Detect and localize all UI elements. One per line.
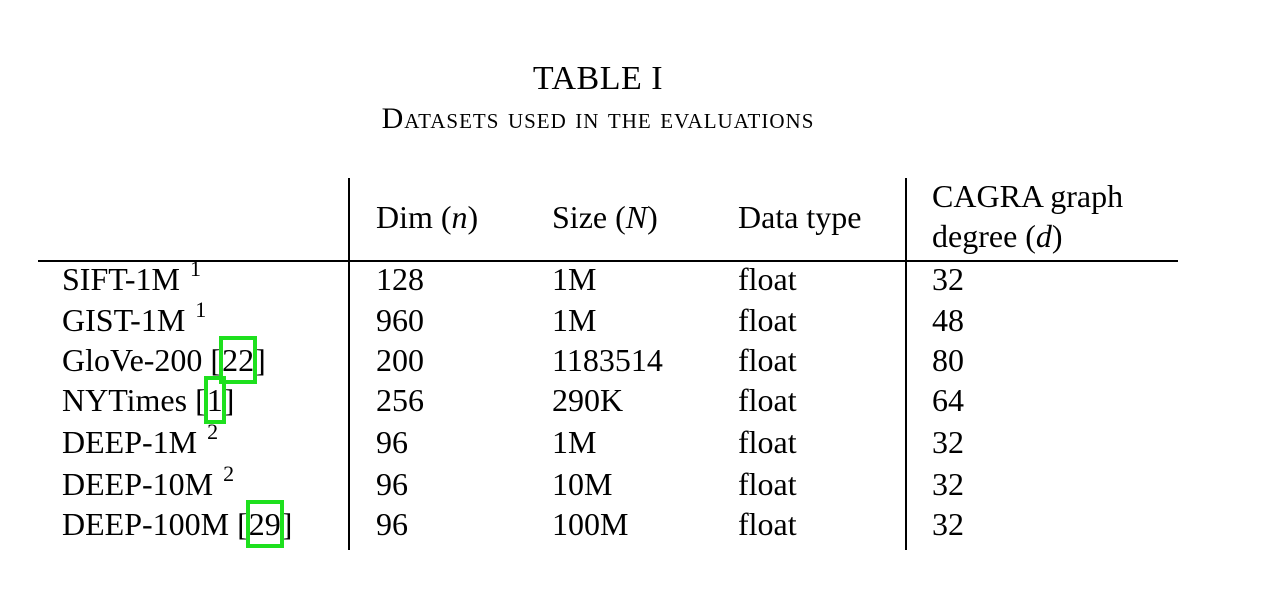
dataset-name: GIST-1M 1 [62, 297, 207, 338]
column-divider-left [348, 178, 350, 550]
footnote-marker: 2 [207, 419, 219, 444]
dataset-name: GloVe-200 [22] [62, 336, 266, 384]
size-cell: 1183514 [552, 342, 663, 378]
citation-link[interactable]: 29 [245, 500, 284, 548]
header-data-type: Data type [738, 199, 862, 235]
table-row: NYTimes [1] 256 290K float 64 [0, 376, 1274, 424]
footnote-marker: 1 [195, 297, 207, 322]
dim-cell: 96 [376, 466, 408, 502]
table-row: SIFT-1M 1 128 1M float 32 [0, 256, 1274, 299]
table-caption: Datasets used in the evaluations [381, 102, 815, 135]
header-graph-degree: CAGRA graph degree (d) [932, 178, 1124, 254]
dim-cell: 96 [376, 424, 408, 460]
size-cell: 1M [552, 302, 597, 338]
table-row: GloVe-200 [22] 200 1183514 float 80 [0, 336, 1274, 384]
citation-link[interactable]: 1 [203, 376, 226, 424]
citation-highlight-box [245, 500, 284, 548]
degree-cell: 32 [932, 261, 964, 297]
size-cell: 1M [552, 261, 597, 297]
dim-cell: 256 [376, 382, 424, 418]
dim-cell: 128 [376, 261, 424, 297]
header-rule [38, 260, 1178, 262]
table-label: TABLE I [532, 60, 664, 97]
data-type-cell: float [738, 466, 797, 502]
degree-cell: 32 [932, 506, 964, 542]
header-dim: Dim (n) [376, 199, 479, 235]
degree-cell: 48 [932, 302, 964, 338]
table-row: DEEP-10M 2 96 10M float 32 [0, 461, 1274, 504]
size-cell: 1M [552, 424, 597, 460]
data-type-cell: float [738, 506, 797, 542]
dataset-name: DEEP-100M [29] [62, 500, 292, 548]
data-type-cell: float [738, 261, 797, 297]
table-row: DEEP-100M [29] 96 100M float 32 [0, 500, 1274, 548]
table-row: GIST-1M 1 960 1M float 48 [0, 297, 1274, 340]
dataset-name: SIFT-1M 1 [62, 256, 201, 297]
data-type-cell: float [738, 302, 797, 338]
size-cell: 10M [552, 466, 613, 502]
dim-cell: 200 [376, 342, 424, 378]
dim-cell: 960 [376, 302, 424, 338]
column-divider-right [905, 178, 907, 550]
degree-cell: 64 [932, 382, 964, 418]
dataset-name: NYTimes [1] [62, 376, 234, 424]
size-cell: 100M [552, 506, 629, 542]
citation-highlight-box [203, 376, 226, 424]
dim-cell: 96 [376, 506, 408, 542]
dataset-name: DEEP-1M 2 [62, 419, 219, 460]
dataset-name: DEEP-10M 2 [62, 461, 235, 502]
degree-cell: 80 [932, 342, 964, 378]
footnote-marker: 2 [223, 461, 235, 486]
degree-cell: 32 [932, 466, 964, 502]
citation-highlight-box [219, 336, 258, 384]
citation-link[interactable]: 22 [219, 336, 258, 384]
header-size: Size (N) [552, 199, 658, 235]
degree-cell: 32 [932, 424, 964, 460]
footnote-marker: 1 [189, 256, 201, 281]
size-cell: 290K [552, 382, 624, 418]
table-row: DEEP-1M 2 96 1M float 32 [0, 419, 1274, 462]
data-type-cell: float [738, 382, 797, 418]
data-type-cell: float [738, 424, 797, 460]
data-type-cell: float [738, 342, 797, 378]
